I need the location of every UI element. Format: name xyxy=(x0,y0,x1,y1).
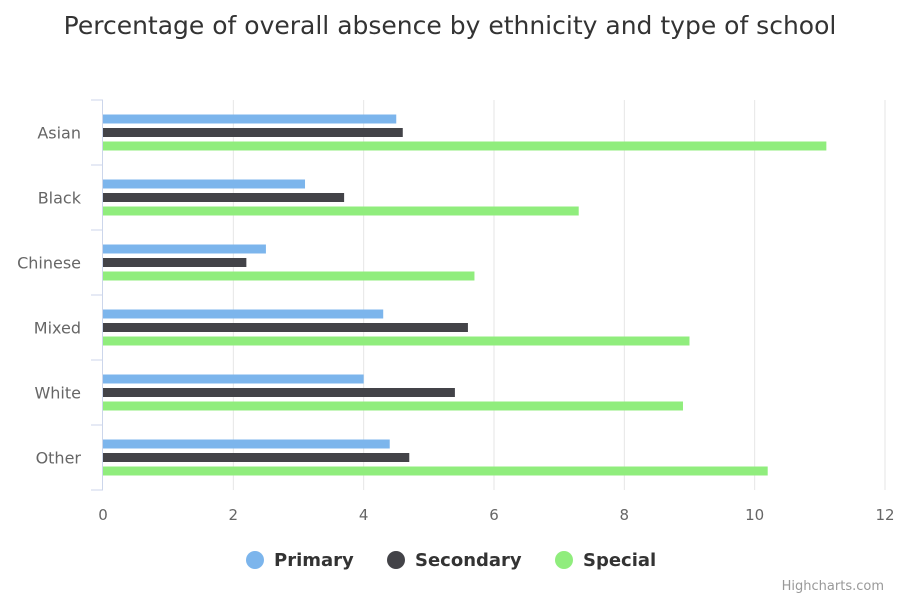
legend-marker-secondary[interactable] xyxy=(387,551,405,569)
category-label: White xyxy=(34,384,81,403)
bar-special[interactable] xyxy=(103,271,475,281)
bar-secondary[interactable] xyxy=(103,453,410,462)
x-tick-label: 4 xyxy=(359,506,369,524)
legend-label-primary[interactable]: Primary xyxy=(274,550,354,571)
bar-special[interactable] xyxy=(103,206,579,216)
bar-secondary[interactable] xyxy=(103,388,455,397)
category-label: Other xyxy=(36,449,82,468)
bar-primary[interactable] xyxy=(103,374,364,384)
x-tick-label: 10 xyxy=(745,506,764,524)
bar-special[interactable] xyxy=(103,141,827,151)
bar-secondary[interactable] xyxy=(103,258,247,267)
bar-primary[interactable] xyxy=(103,439,390,449)
legend-label-secondary[interactable]: Secondary xyxy=(415,550,522,571)
bar-secondary[interactable] xyxy=(103,323,468,332)
category-label: Asian xyxy=(37,124,81,143)
bar-special[interactable] xyxy=(103,466,768,476)
legend-marker-primary[interactable] xyxy=(246,551,264,569)
x-tick-label: 0 xyxy=(98,506,108,524)
category-label: Chinese xyxy=(17,254,81,273)
legend-label-special[interactable]: Special xyxy=(583,550,656,571)
credits-link[interactable]: Highcharts.com xyxy=(781,579,884,594)
category-label: Black xyxy=(38,189,82,208)
x-tick-label: 6 xyxy=(489,506,499,524)
chart-title: Percentage of overall absence by ethnici… xyxy=(63,11,837,40)
x-tick-label: 12 xyxy=(875,506,894,524)
legend-marker-special[interactable] xyxy=(555,551,573,569)
bar-primary[interactable] xyxy=(103,244,266,254)
x-tick-label: 8 xyxy=(620,506,630,524)
bar-secondary[interactable] xyxy=(103,128,403,137)
x-tick-label: 2 xyxy=(229,506,239,524)
bar-primary[interactable] xyxy=(103,309,384,319)
bar-special[interactable] xyxy=(103,336,690,346)
bar-primary[interactable] xyxy=(103,114,397,124)
bar-primary[interactable] xyxy=(103,179,306,189)
category-label: Mixed xyxy=(34,319,81,338)
bar-special[interactable] xyxy=(103,401,683,411)
bar-secondary[interactable] xyxy=(103,193,345,202)
